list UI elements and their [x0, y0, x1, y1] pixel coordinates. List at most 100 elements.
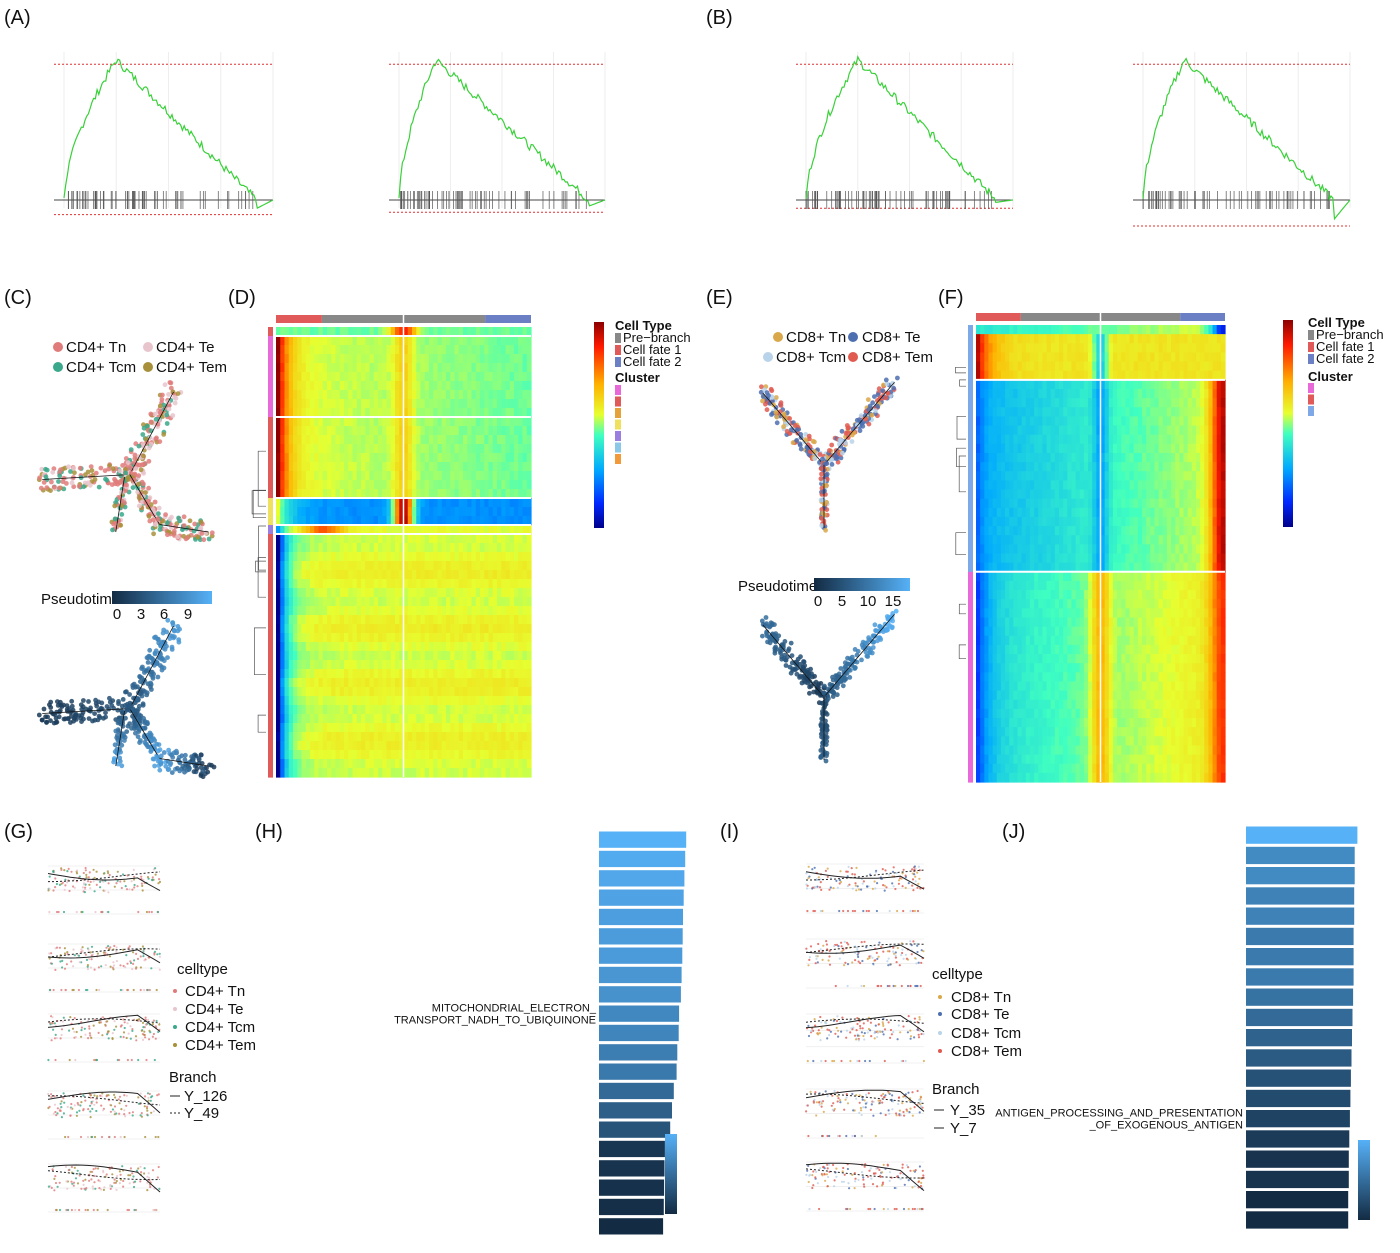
heatmap-cell	[492, 543, 498, 553]
pseudotime-tick: 0	[113, 606, 121, 623]
heatmap-cell	[471, 579, 477, 589]
heatmap-cell	[505, 687, 511, 697]
heatmap-cell	[488, 381, 494, 391]
heatmap-cell	[526, 579, 532, 589]
heatmap-cell	[420, 453, 426, 463]
heatmap-cell	[361, 543, 366, 553]
heatmap-cell	[437, 588, 443, 598]
heatmap-cell	[522, 453, 528, 463]
trajectory-cell-point	[829, 462, 835, 467]
heatmap-cell	[318, 633, 324, 643]
heatmap-cell	[293, 363, 298, 373]
heatmap-cell	[514, 651, 519, 661]
heatmap-cell	[390, 705, 396, 715]
heatmap-cell	[450, 471, 456, 481]
heatmap-cell	[454, 579, 460, 589]
heatmap-cell	[433, 381, 439, 391]
heatmap-cell	[335, 399, 341, 409]
heatmap-cell	[314, 570, 320, 580]
heatmap-cell	[429, 714, 434, 724]
heatmap-cell	[501, 561, 507, 571]
heatmap-cell	[386, 498, 392, 508]
heatmap-cell	[390, 615, 396, 625]
heatmap-cell	[335, 588, 341, 598]
heatmap-cell	[407, 363, 413, 373]
heatmap-cell	[288, 543, 294, 553]
heatmap-cell	[339, 588, 345, 598]
heatmap-cell	[369, 597, 375, 607]
trajectory-cell-point	[124, 707, 130, 713]
heatmap-cell	[450, 381, 456, 391]
heatmap-cell	[446, 642, 451, 652]
heatmap-cell	[301, 732, 307, 742]
heatmap-cell	[310, 723, 315, 733]
heatmap-cell	[458, 624, 464, 634]
heatmap-cell	[501, 687, 507, 697]
heatmap-cell	[492, 687, 498, 697]
heatmap-cell	[522, 696, 528, 706]
heatmap-cell	[276, 633, 281, 643]
heatmap-cell	[429, 687, 434, 697]
heatmap-cluster-annotation	[268, 363, 273, 373]
heatmap-cell	[305, 642, 311, 652]
heatmap-cell	[284, 723, 290, 733]
heatmap-cell	[463, 534, 468, 544]
heatmap-cell	[344, 471, 349, 481]
heatmap-cell	[339, 345, 345, 355]
heatmap-cell	[297, 687, 303, 697]
trajectory-cell-point	[824, 471, 830, 477]
heatmap-cell	[390, 624, 396, 634]
heatmap-cell	[395, 705, 400, 715]
heatmap-cell	[373, 543, 379, 553]
heatmap-cell	[322, 669, 328, 679]
heatmap-cell	[348, 570, 354, 580]
heatmap-cell	[365, 498, 371, 508]
heatmap-cell	[301, 705, 307, 715]
heatmap-cell	[480, 417, 485, 427]
heatmap-cell	[310, 579, 315, 589]
trajectory-cell-point	[102, 468, 108, 474]
pseudotime-colorbar	[112, 591, 212, 604]
heatmap-cell	[424, 543, 430, 553]
heatmap-cell	[522, 678, 528, 688]
trajectory-cell-point	[166, 406, 172, 412]
heatmap-cell	[310, 507, 315, 517]
trajectory-cell-point	[59, 704, 65, 709]
heatmap-cell	[514, 390, 519, 400]
heatmap-cell	[407, 426, 413, 436]
heatmap-cell	[305, 660, 311, 670]
heatmap-cell	[297, 363, 303, 373]
trajectory-cell-point	[190, 755, 196, 761]
heatmap-cell	[339, 705, 345, 715]
heatmap-cell	[509, 498, 515, 508]
heatmap-cell	[433, 687, 439, 697]
heatmap-cell	[327, 687, 332, 697]
heatmap-cell	[369, 444, 375, 454]
heatmap-cell	[348, 507, 354, 517]
heatmap-cell	[441, 480, 447, 490]
heatmap-cell	[497, 498, 502, 508]
heatmap-cell	[424, 705, 430, 715]
heatmap-cell	[335, 426, 341, 436]
heatmap-cell	[518, 372, 524, 382]
heatmap-cell	[280, 480, 286, 490]
heatmap-cell	[514, 552, 519, 562]
heatmap-cell	[514, 570, 519, 580]
heatmap-cell	[522, 480, 528, 490]
trajectory-cell-point	[170, 389, 176, 395]
heatmap-cell	[365, 561, 371, 571]
heatmap-cell	[301, 597, 307, 607]
heatmap-cell	[454, 381, 460, 391]
heatmap-cell	[293, 498, 298, 508]
heatmap-cell	[318, 561, 324, 571]
heatmap-cell	[382, 642, 388, 652]
heatmap-cell	[454, 444, 460, 454]
heatmap-cell	[284, 543, 290, 553]
heatmap-cell	[407, 390, 413, 400]
heatmap-cell	[458, 552, 464, 562]
heatmap-cell	[441, 651, 447, 661]
heatmap-cluster-annotation	[268, 471, 273, 481]
heatmap-cell	[501, 570, 507, 580]
heatmap-cell	[395, 534, 400, 544]
heatmap-cell	[454, 696, 460, 706]
